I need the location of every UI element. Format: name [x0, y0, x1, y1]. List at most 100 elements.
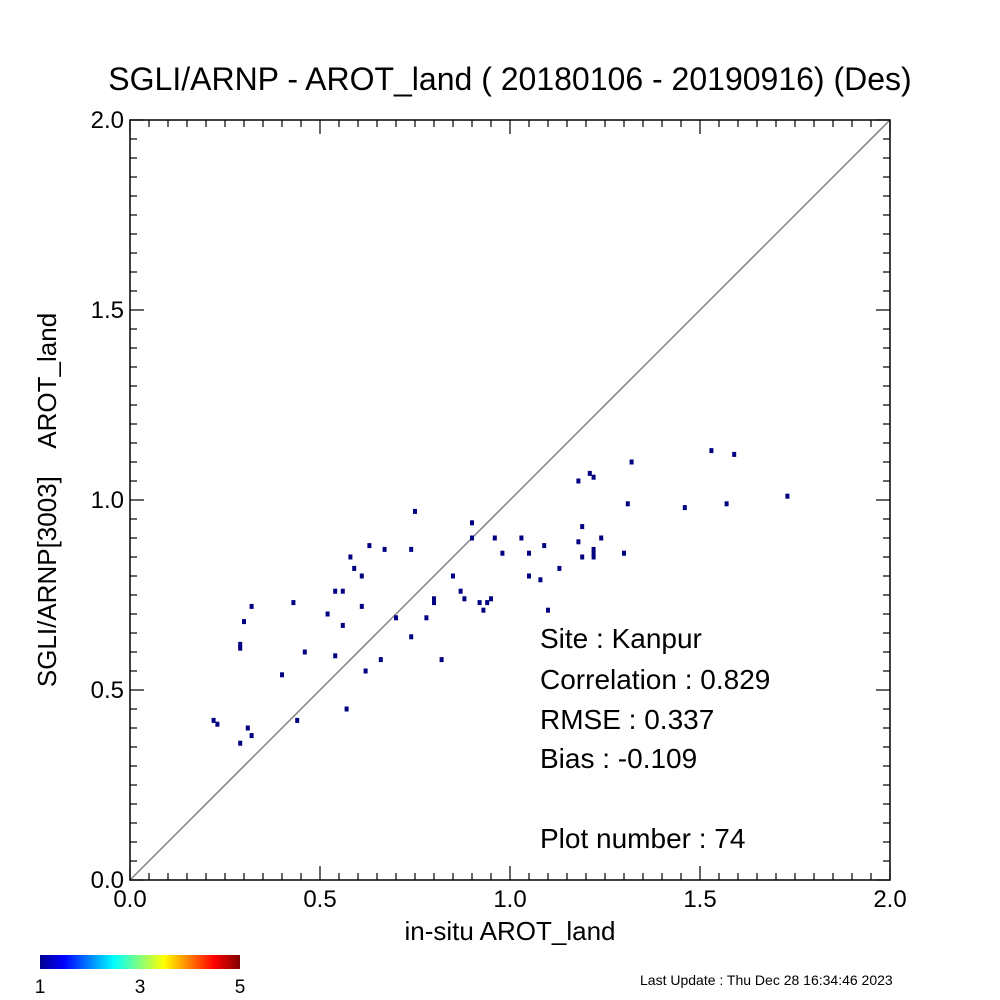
scatter-point: [215, 721, 220, 727]
x-axis-label: in-situ AROT_land: [405, 916, 616, 946]
scatter-point: [359, 573, 364, 579]
chart-title: SGLI/ARNP - AROT_land ( 20180106 - 20190…: [108, 61, 911, 97]
scatter-point: [587, 470, 592, 476]
data-points: [211, 448, 790, 746]
y-axis-label: SGLI/ARNP[3003] AROT_land: [32, 313, 62, 687]
scatter-point: [527, 573, 531, 579]
scatter-point: [557, 565, 562, 571]
scatter-point: [432, 600, 436, 606]
y-tick-label: 2.0: [91, 107, 124, 134]
scatter-point: [302, 649, 307, 655]
scatter-point: [622, 550, 626, 556]
scatter-point: [413, 508, 417, 514]
scatter-point: [591, 554, 596, 560]
scatter-point: [378, 657, 383, 663]
scatter-point: [295, 717, 300, 723]
scatter-point: [409, 546, 414, 552]
scatter-point: [462, 596, 467, 602]
bias-label: Bias : -0.109: [540, 743, 697, 774]
scatter-point: [546, 607, 550, 613]
stats-annotations: Site : Kanpur Correlation : 0.829 RMSE :…: [540, 623, 770, 854]
correlation-label: Correlation : 0.829: [540, 664, 770, 695]
scatter-point: [481, 607, 486, 613]
scatter-point: [238, 740, 243, 746]
y-tick-labels: 0.0 0.5 1.0 1.5 2.0: [91, 107, 124, 894]
scatter-point: [211, 717, 216, 723]
scatter-point: [291, 600, 296, 606]
scatter-point: [359, 603, 364, 609]
scatter-point: [785, 493, 790, 499]
plot-number-label: Plot number : 74: [540, 823, 745, 854]
scatter-point: [724, 501, 729, 507]
scatter-point: [409, 634, 414, 640]
x-tick-labels: 0.0 0.5 1.0 1.5 2.0: [113, 886, 906, 913]
scatter-point: [344, 706, 349, 712]
x-tick-label: 1.5: [683, 886, 716, 913]
plot-frame: [129, 119, 891, 881]
scatter-point: [709, 448, 714, 454]
scatter-point: [629, 459, 634, 465]
scatter-point: [500, 550, 505, 556]
scatter-point: [249, 733, 254, 739]
scatter-point: [367, 543, 372, 549]
one-to-one-line: [129, 119, 891, 881]
scatter-point: [424, 615, 429, 621]
scatter-point: [245, 725, 250, 731]
scatter-point: [576, 539, 581, 545]
scatter-point: [542, 543, 547, 549]
y-tick-label: 1.0: [91, 487, 124, 514]
scatter-point: [580, 524, 585, 530]
colorbar-label: 3: [135, 977, 146, 998]
scatter-point: [591, 474, 596, 480]
y-tick-label: 0.0: [91, 867, 124, 894]
scatter-point: [325, 611, 330, 617]
scatter-point: [333, 588, 338, 594]
scatter-point: [340, 622, 345, 628]
scatter-point: [580, 554, 585, 560]
colorbar-label: 1: [35, 977, 46, 998]
scatter-point: [519, 535, 524, 541]
scatter-point: [458, 588, 463, 594]
scatter-point: [439, 657, 444, 663]
scatter-point: [394, 615, 398, 621]
site-label: Site : Kanpur: [540, 623, 702, 654]
scatter-point: [599, 535, 604, 541]
y-tick-label: 1.5: [91, 297, 124, 324]
scatter-point: [238, 641, 243, 647]
scatter-point: [625, 501, 630, 507]
colorbar-label: 5: [235, 977, 246, 998]
scatter-point: [242, 619, 246, 625]
scatter-point: [432, 596, 436, 602]
scatter-point: [340, 588, 345, 594]
scatter-point: [682, 505, 687, 511]
scatter-point: [249, 603, 254, 609]
scatter-point: [451, 573, 455, 579]
scatter-point: [352, 565, 357, 571]
axis-ticks: [129, 119, 891, 881]
colorbar: [40, 955, 240, 969]
scatter-point: [470, 535, 474, 541]
scatter-point: [470, 520, 474, 526]
x-tick-label: 0.0: [113, 886, 146, 913]
rmse-label: RMSE : 0.337: [540, 704, 714, 735]
scatter-point: [477, 600, 482, 606]
last-update-text: Last Update : Thu Dec 28 16:34:46 2023: [640, 972, 893, 988]
scatter-point: [348, 554, 353, 560]
scatter-point: [492, 535, 497, 541]
scatter-point: [363, 668, 368, 674]
x-tick-label: 0.5: [303, 886, 336, 913]
scatter-point: [527, 550, 531, 556]
scatter-point: [591, 546, 596, 552]
scatter-point: [538, 577, 543, 583]
scatter-point: [238, 645, 243, 651]
scatter-point: [333, 653, 338, 659]
y-tick-label: 0.5: [91, 677, 124, 704]
scatter-point: [732, 451, 737, 457]
scatter-point: [280, 672, 284, 678]
x-tick-label: 2.0: [873, 886, 906, 913]
scatter-point: [489, 596, 493, 602]
scatter-point: [591, 550, 596, 556]
x-tick-label: 1.0: [493, 886, 526, 913]
scatter-point: [382, 546, 387, 552]
